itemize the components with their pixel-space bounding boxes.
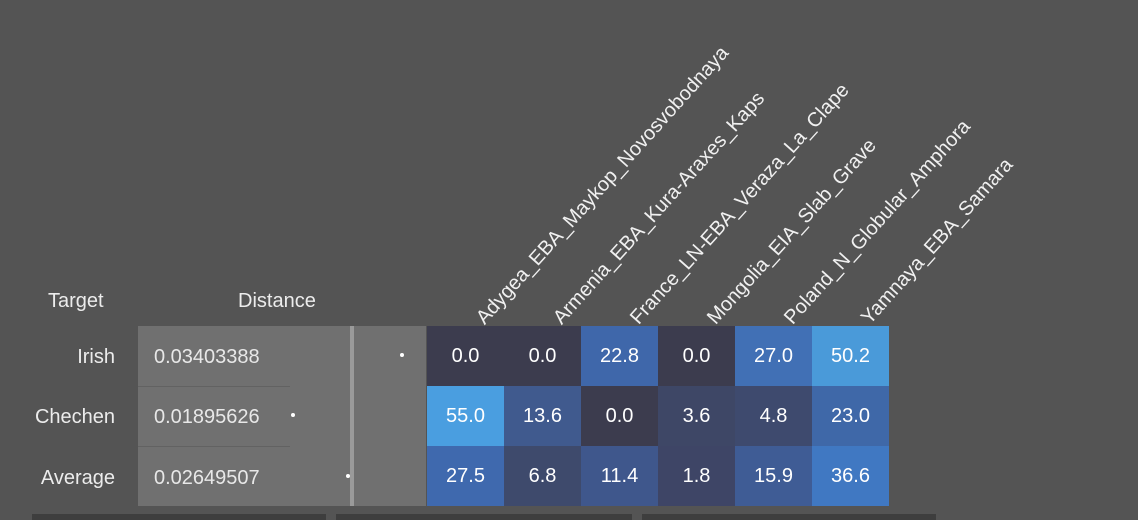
heatmap-cell: 50.2 [812, 326, 889, 386]
heatmap-cell: 0.0 [581, 386, 658, 446]
row-separator [138, 386, 290, 387]
heatmap-cell: 22.8 [581, 326, 658, 386]
distance-value-chechen: 0.01895626 [154, 406, 260, 428]
row-label-chechen: Chechen [34, 406, 115, 428]
heatmap-cell: 4.8 [735, 386, 812, 446]
distance-marker-chechen [291, 413, 295, 417]
heatmap-cell: 0.0 [658, 326, 735, 386]
heatmap-cell: 0.0 [504, 326, 581, 386]
heatmap-cell: 0.0 [427, 326, 504, 386]
heatmap-cell: 27.5 [427, 446, 504, 506]
heatmap-cell: 55.0 [427, 386, 504, 446]
distance-marker-irish [400, 353, 404, 357]
heatmap-cell: 1.8 [658, 446, 735, 506]
distance-value-irish: 0.03403388 [154, 346, 260, 368]
target-header: Target [48, 290, 104, 312]
heatmap-cell: 23.0 [812, 386, 889, 446]
heatmap-cell: 27.0 [735, 326, 812, 386]
column-header-yamnaya: Yamnaya_EBA_Samara [857, 153, 1018, 329]
distance-header: Distance [238, 290, 316, 312]
scrollbar-segment[interactable] [642, 514, 936, 520]
distance-divider [350, 326, 354, 506]
heatmap-cell: 13.6 [504, 386, 581, 446]
heatmap-cell: 3.6 [658, 386, 735, 446]
heatmap-cell: 36.6 [812, 446, 889, 506]
distance-value-average: 0.02649507 [154, 467, 260, 489]
scrollbar-segment[interactable] [336, 514, 632, 520]
row-label-average: Average [40, 467, 115, 489]
heatmap-cell: 6.8 [504, 446, 581, 506]
heatmap-cell: 15.9 [735, 446, 812, 506]
distance-panel: 0.03403388 0.01895626 0.02649507 [138, 326, 426, 506]
scrollbar-segment[interactable] [32, 514, 326, 520]
row-separator [138, 446, 290, 447]
heatmap-cell: 11.4 [581, 446, 658, 506]
distance-marker-average [346, 474, 350, 478]
row-label-irish: Irish [77, 346, 115, 368]
